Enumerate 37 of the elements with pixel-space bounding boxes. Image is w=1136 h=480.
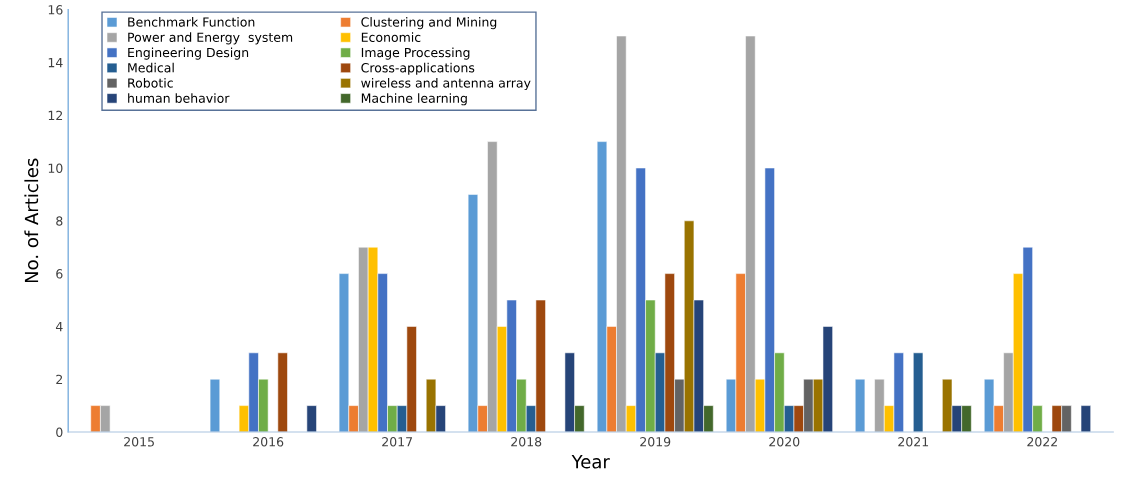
legend-label: Machine learning [361,93,467,106]
legend-label: Engineering Design [128,47,249,60]
y-tick-label: 12 [48,110,63,120]
x-tick-label: 2022 [1027,437,1057,447]
bar [277,352,288,432]
y-tick-label: 10 [48,163,63,173]
legend-label: wireless and antenna array [361,77,531,91]
bar [913,352,924,432]
x-tick-label: 2020 [769,437,800,447]
legend-label: human behavior [128,93,230,103]
legend-label: Cross-applications [361,62,475,75]
x-tick-label: 2015 [124,437,154,447]
legend-label: Economic [361,32,421,42]
y-axis-title: No. of Articles [24,158,39,283]
y-tick-label: 4 [55,322,63,332]
x-tick-label: 2019 [640,437,671,447]
x-tick-label: 2018 [511,437,542,447]
y-tick-label: 14 [48,58,63,68]
legend-label: Robotic [128,77,173,88]
y-tick-label: 2 [56,374,63,384]
x-tick-label: 2021 [898,437,929,447]
bar [854,378,866,432]
x-axis-title: Year [571,455,610,469]
y-tick-label: 8 [56,216,63,226]
legend-label: Image Processing [361,47,470,60]
x-tick-label: 2016 [253,437,284,447]
y-tick-label: 16 [48,5,63,15]
legend-label: Power and Energy system [128,32,293,45]
x-tick-label: 2017 [382,437,413,447]
y-tick-label: 6 [56,269,63,279]
legend-label: Clustering and Mining [361,17,497,30]
bar [1080,405,1091,432]
bar [306,405,317,432]
bar [209,378,221,432]
legend-label: Medical [128,62,174,73]
y-tick-label: 0 [56,427,63,437]
legend-label: Benchmark Function [128,17,255,27]
